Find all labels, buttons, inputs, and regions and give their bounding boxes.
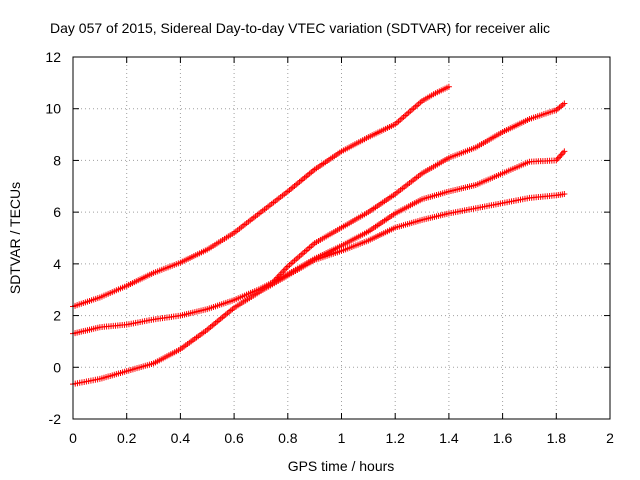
x-tick-label: 0.4 [171, 430, 191, 446]
x-tick-label: 2 [606, 430, 614, 446]
data-marks [70, 83, 568, 388]
data-point [445, 83, 452, 90]
x-tick-label: 0 [69, 430, 77, 446]
x-axis-label: GPS time / hours [288, 458, 395, 474]
y-tick-label: 12 [45, 49, 61, 65]
y-tick-label: 0 [53, 359, 61, 375]
y-tick-label: 6 [53, 204, 61, 220]
data-point [561, 148, 568, 155]
y-axis-label: SDTVAR / TECUs [7, 182, 23, 294]
x-tick-label: 1 [338, 430, 346, 446]
x-tick-label: 0.6 [224, 430, 244, 446]
axes: 0 0.2 0.4 0.6 0.8 1 1.2 1.4 1.6 1.8 2 -2 0 2 4 6 8 10 12 [45, 49, 614, 446]
x-tick-label: 0.8 [278, 430, 298, 446]
data-point [283, 265, 290, 272]
y-tick-label: 4 [53, 256, 61, 272]
y-tick-label: -2 [49, 411, 62, 427]
series-series-3 [70, 191, 568, 388]
data-point [561, 191, 568, 198]
y-tick-label: 8 [53, 152, 61, 168]
x-tick-label: 1.4 [439, 430, 459, 446]
series-series-1 [70, 83, 452, 310]
grid [73, 57, 610, 419]
y-tick-label: 10 [45, 101, 61, 117]
data-point [557, 152, 564, 159]
data-point [561, 100, 568, 107]
data-point [555, 154, 562, 161]
x-tick-label: 1.8 [547, 430, 567, 446]
data-point [558, 151, 565, 158]
series-series-4 [271, 100, 568, 284]
x-tick-label: 1.6 [493, 430, 513, 446]
x-tick-label: 1.2 [385, 430, 405, 446]
plot-frame [72, 56, 611, 420]
data-point [281, 266, 288, 273]
x-tick-label: 0.2 [117, 430, 137, 446]
data-point [560, 149, 567, 156]
chart-title: Day 057 of 2015, Sidereal Day-to-day VTE… [50, 20, 550, 36]
y-tick-label: 2 [53, 308, 61, 324]
